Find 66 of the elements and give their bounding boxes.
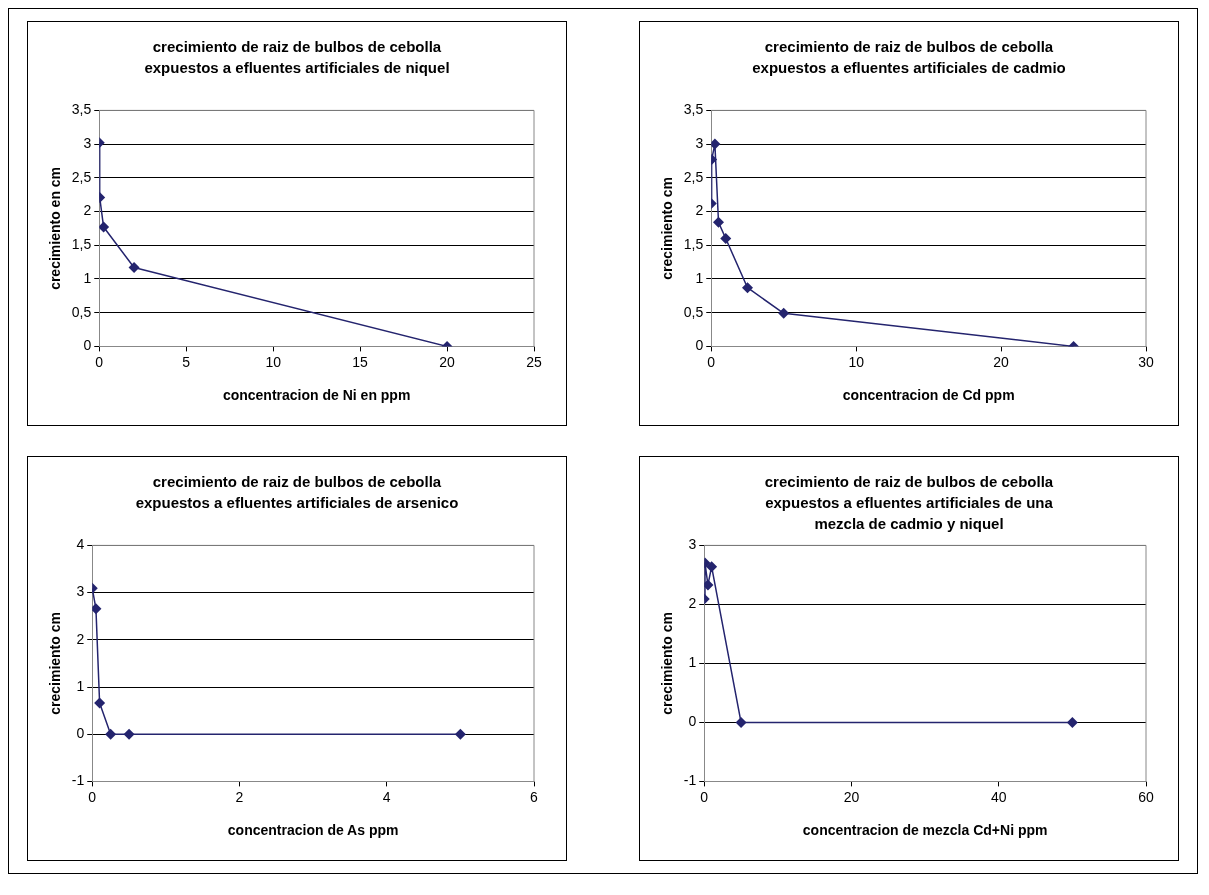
y-tick-label: 2 [83, 202, 92, 219]
y-axis-title: crecimiento cm [659, 612, 676, 715]
y-tick-label: 1,5 [71, 236, 92, 253]
x-tick-label: 10 [848, 353, 865, 370]
x-tick-label: 0 [707, 353, 716, 370]
y-tick-label: 0,5 [683, 303, 704, 320]
x-axis-title: concentracion de Ni en ppm [222, 387, 411, 404]
x-tick-label: 25 [526, 353, 542, 370]
point [123, 728, 135, 740]
y-tick-label: 0 [83, 337, 92, 354]
point [128, 262, 140, 274]
y-axis-title: crecimiento en cm [47, 166, 64, 290]
point [99, 221, 110, 233]
y-tick-label: 0 [688, 713, 697, 730]
y-tick-label: 3 [688, 536, 697, 553]
y-tick-label: 2,5 [71, 168, 92, 185]
chart-title: crecimiento de raiz de bulbos de cebolla expuestos a efluentes artificiales de arsenico [134, 472, 460, 513]
x-tick-label: 5 [182, 353, 191, 370]
y-tick-label: 0 [76, 725, 85, 742]
chart-title: crecimiento de raiz de bulbos de cebolla expuestos a efluentes artificiales de cadmio [751, 37, 1067, 78]
y-tick-label: -1 [71, 772, 85, 789]
y-tick-label: 1,5 [683, 236, 704, 253]
chart-title: crecimiento de raiz de bulbos de cebolla expuestos a efluentes artificiales de una mezcla de cadmio y niquel [763, 472, 1055, 534]
chart-title: crecimiento de raiz de bulbos de cebolla expuestos a efluentes artificiales de niquel [143, 37, 451, 78]
point [94, 697, 106, 709]
point [1066, 716, 1078, 728]
x-tick-label: 15 [352, 353, 369, 370]
y-tick-label: 0 [695, 337, 704, 354]
x-tick-label: 0 [95, 353, 104, 370]
point [704, 579, 714, 591]
x-tick-label: 60 [1138, 788, 1154, 805]
y-tick-label: 0,5 [71, 303, 92, 320]
y-tick-label: 2 [76, 630, 85, 647]
x-tick-label: 40 [990, 788, 1007, 805]
x-tick-label: 20 [843, 788, 860, 805]
point [735, 716, 747, 728]
x-axis-title: concentracion de As ppm [227, 822, 399, 839]
x-axis-title: concentracion de mezcla Cd+Ni ppm [802, 822, 1048, 839]
y-tick-label: 3 [695, 134, 704, 151]
y-tick-label: 3,5 [71, 101, 92, 118]
x-tick-label: 6 [530, 788, 539, 805]
x-tick-label: 20 [993, 353, 1010, 370]
x-tick-label: 4 [382, 788, 391, 805]
y-axis-title: crecimiento cm [47, 612, 64, 715]
y-tick-label: 1 [76, 677, 85, 694]
point [92, 603, 102, 615]
y-tick-label: 3,5 [683, 101, 704, 118]
y-tick-label: 2 [688, 595, 697, 612]
x-tick-label: 30 [1138, 353, 1154, 370]
point [454, 728, 466, 740]
y-tick-label: 2,5 [683, 168, 704, 185]
x-tick-label: 2 [235, 788, 244, 805]
y-axis-title: crecimiento cm [659, 177, 676, 280]
x-tick-label: 20 [439, 353, 456, 370]
y-tick-label: 1 [688, 654, 697, 671]
point [706, 561, 718, 573]
y-tick-label: 1 [695, 269, 704, 286]
y-tick-label: 1 [83, 269, 92, 286]
y-tick-label: 2 [695, 202, 704, 219]
x-tick-label: 10 [265, 353, 282, 370]
y-tick-label: 4 [76, 536, 85, 553]
y-tick-label: 3 [83, 134, 92, 151]
y-tick-label: 3 [76, 583, 85, 600]
point [105, 728, 117, 740]
x-axis-title: concentracion de Cd ppm [842, 387, 1015, 404]
y-tick-label: -1 [683, 772, 697, 789]
